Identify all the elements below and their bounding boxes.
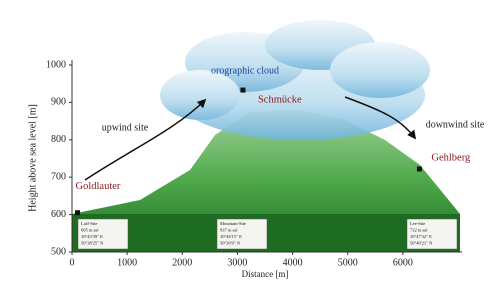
station-text: 50°40'21" N (410, 241, 433, 246)
site-name: Schmücke (258, 94, 302, 105)
upwind-label: upwind site (102, 122, 149, 133)
station-text: 50°39'9" N (220, 241, 241, 246)
station-text: 937 m asl (220, 228, 238, 233)
cloud-label: orographic cloud (211, 65, 279, 76)
site-marker (75, 210, 80, 215)
site-marker (417, 166, 422, 171)
y-tick-label: 500 (51, 246, 66, 257)
station-text: 10°43'39" E (81, 234, 103, 239)
station-text: 10°47'32" E (410, 234, 432, 239)
x-tick-label: 5000 (338, 257, 358, 268)
station-text: Lee-Site (410, 221, 425, 226)
station-text: 732 m asl (410, 228, 428, 233)
x-tick-label: 6000 (393, 257, 413, 268)
station-text: Mountain-Site (220, 221, 246, 226)
station-text: 50°38'25" N (81, 241, 104, 246)
x-tick-label: 4000 (283, 257, 303, 268)
x-tick-label: 0 (70, 257, 75, 268)
station-text: 605 m asl (81, 228, 99, 233)
x-tick-label: 3000 (227, 257, 247, 268)
site-marker (240, 88, 245, 93)
site-name: Gehlberg (431, 152, 471, 163)
site-name: Goldlauter (76, 181, 121, 192)
x-tick-label: 2000 (172, 257, 192, 268)
downwind-label: downwind site (426, 119, 485, 130)
y-tick-label: 900 (51, 97, 66, 108)
figure: orographic cloud upwind site downwind si… (0, 0, 490, 282)
y-tick-label: 800 (51, 134, 66, 145)
cloud (160, 20, 430, 140)
y-tick-label: 700 (51, 171, 66, 182)
y-axis-label: Height above sea level [m] (27, 104, 38, 212)
x-axis-label: Distance [m] (242, 269, 289, 279)
y-tick-label: 600 (51, 209, 66, 220)
station-text: 10°46'15" E (220, 234, 242, 239)
station-text: Luff-Site (81, 221, 97, 226)
y-tick-label: 1000 (46, 59, 66, 70)
x-tick-label: 1000 (117, 257, 137, 268)
